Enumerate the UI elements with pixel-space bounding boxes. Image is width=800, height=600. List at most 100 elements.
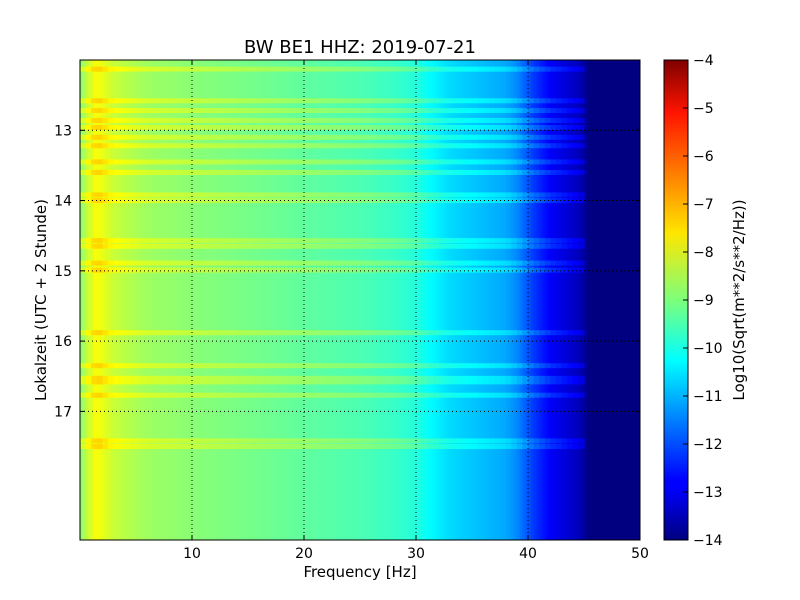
band-segment bbox=[376, 159, 383, 165]
band-segment bbox=[315, 124, 322, 130]
band-segment bbox=[130, 124, 137, 130]
band-segment bbox=[326, 169, 333, 175]
band-segment bbox=[169, 134, 176, 140]
spectrum-column bbox=[365, 60, 369, 540]
band-segment bbox=[102, 363, 109, 369]
band-segment bbox=[180, 375, 187, 381]
band-segment bbox=[360, 444, 367, 450]
band-segment bbox=[404, 375, 411, 381]
band-segment bbox=[214, 134, 221, 140]
band-segment bbox=[343, 117, 350, 123]
spectrum-column bbox=[382, 60, 386, 540]
band-segment bbox=[208, 379, 215, 385]
band-segment bbox=[108, 198, 115, 204]
spectrum-column bbox=[539, 60, 543, 540]
band-segment bbox=[164, 438, 171, 444]
band-segment bbox=[488, 98, 495, 104]
band-segment bbox=[292, 375, 299, 381]
band-segment bbox=[326, 124, 333, 130]
band-segment bbox=[231, 260, 238, 266]
band-segment bbox=[292, 438, 299, 444]
band-segment bbox=[477, 363, 484, 369]
band-segment bbox=[264, 392, 271, 398]
band-segment bbox=[528, 143, 535, 149]
band-segment bbox=[208, 198, 215, 204]
band-segment bbox=[337, 363, 344, 369]
spectrum-column bbox=[172, 60, 176, 540]
band-segment bbox=[528, 260, 535, 266]
band-segment bbox=[416, 243, 423, 249]
plot-area bbox=[80, 60, 640, 540]
band-segment bbox=[231, 379, 238, 385]
band-segment bbox=[427, 438, 434, 444]
spectrum-column bbox=[418, 60, 423, 540]
band-segment bbox=[264, 198, 271, 204]
band-segment bbox=[304, 438, 311, 444]
band-segment bbox=[343, 192, 350, 198]
band-segment bbox=[382, 238, 389, 244]
band-segment bbox=[511, 66, 518, 72]
band-segment bbox=[119, 260, 126, 266]
band-segment bbox=[332, 98, 339, 104]
band-segment bbox=[455, 330, 462, 336]
band-segment bbox=[169, 363, 176, 369]
band-segment bbox=[259, 379, 266, 385]
spectrum-column bbox=[138, 60, 143, 540]
band-segment bbox=[472, 117, 479, 123]
band-segment bbox=[500, 117, 507, 123]
band-segment bbox=[91, 392, 98, 398]
band-segment bbox=[130, 134, 137, 140]
band-segment bbox=[427, 117, 434, 123]
band-segment bbox=[113, 243, 120, 249]
band-segment bbox=[516, 66, 523, 72]
band-segment bbox=[192, 260, 199, 266]
band-segment bbox=[203, 438, 210, 444]
band-segment bbox=[494, 243, 501, 249]
band-segment bbox=[404, 169, 411, 175]
band-segment bbox=[371, 192, 378, 198]
band-segment bbox=[253, 124, 260, 130]
band-segment bbox=[231, 66, 238, 72]
band-segment bbox=[416, 379, 423, 385]
band-segment bbox=[427, 169, 434, 175]
band-segment bbox=[472, 375, 479, 381]
spectrum-column bbox=[102, 60, 106, 540]
band-segment bbox=[236, 169, 243, 175]
spectrum-column bbox=[256, 60, 260, 540]
band-segment bbox=[472, 143, 479, 149]
band-segment bbox=[494, 438, 501, 444]
band-segment bbox=[214, 243, 221, 249]
spectrum-column bbox=[603, 60, 607, 540]
band-segment bbox=[96, 392, 103, 398]
band-segment bbox=[236, 66, 243, 72]
band-segment bbox=[539, 192, 546, 198]
band-segment bbox=[270, 159, 277, 165]
band-segment bbox=[337, 444, 344, 450]
band-segment bbox=[455, 438, 462, 444]
band-segment bbox=[494, 330, 501, 336]
band-segment bbox=[360, 238, 367, 244]
spectrum-column bbox=[575, 60, 579, 540]
band-segment bbox=[248, 169, 255, 175]
band-segment bbox=[304, 363, 311, 369]
band-segment bbox=[561, 392, 568, 398]
band-segment bbox=[175, 267, 182, 273]
band-segment bbox=[449, 243, 456, 249]
band-segment bbox=[186, 192, 193, 198]
band-segment bbox=[427, 108, 434, 114]
band-segment bbox=[175, 198, 182, 204]
band-segment bbox=[119, 267, 126, 273]
band-segment bbox=[376, 444, 383, 450]
band-segment bbox=[399, 134, 406, 140]
band-segment bbox=[427, 375, 434, 381]
band-segment bbox=[147, 260, 154, 266]
band-segment bbox=[164, 238, 171, 244]
band-segment bbox=[371, 375, 378, 381]
band-segment bbox=[421, 363, 428, 369]
band-segment bbox=[455, 363, 462, 369]
band-segment bbox=[343, 98, 350, 104]
band-segment bbox=[500, 363, 507, 369]
band-segment bbox=[382, 379, 389, 385]
band-segment bbox=[365, 444, 372, 450]
band-segment bbox=[371, 438, 378, 444]
